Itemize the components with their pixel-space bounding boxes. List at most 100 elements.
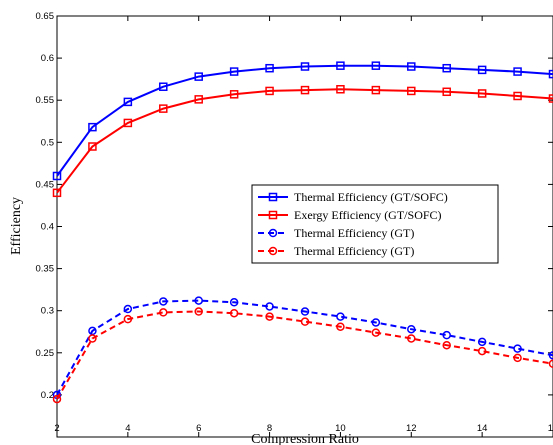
y-tick-label: 0.6: [41, 53, 54, 64]
data-point: [513, 344, 522, 353]
x-tick-label: 12: [406, 423, 417, 434]
data-point: [336, 312, 345, 321]
series-path: [56, 88, 553, 194]
x-axis-label: Compression Ratio: [251, 432, 359, 445]
data-point: [371, 85, 381, 95]
legend-label: Exergy Efficiency (GT/SOFC): [294, 208, 442, 222]
data-point: [123, 97, 133, 107]
data-point: [268, 192, 278, 202]
data-point: [159, 308, 168, 317]
series-line: [52, 61, 553, 181]
series-path: [56, 299, 553, 396]
data-point: [548, 359, 553, 368]
data-point: [477, 337, 487, 347]
y-tick-label: 0.45: [36, 179, 55, 190]
data-point: [477, 89, 487, 98]
data-point: [194, 307, 203, 316]
y-tick-label: 0.4: [41, 222, 54, 233]
data-point: [407, 324, 416, 334]
legend: Thermal Efficiency (GT/SOFC) Exergy Effic…: [251, 184, 499, 264]
legend-label: Thermal Efficiency (GT/SOFC): [294, 190, 448, 204]
data-point: [336, 322, 345, 331]
data-point: [52, 394, 62, 404]
series-path: [56, 310, 553, 400]
data-point: [442, 87, 451, 97]
data-point: [229, 308, 239, 318]
data-point: [88, 142, 97, 151]
data-point: [159, 82, 168, 91]
data-point: [513, 353, 522, 363]
data-point: [407, 86, 416, 96]
data-point: [159, 297, 168, 306]
legend-label: Thermal Efficiency (GT): [294, 226, 414, 240]
series-line: [52, 85, 553, 198]
data-point: [300, 62, 310, 71]
data-point: [513, 67, 522, 76]
data-point: [123, 314, 133, 324]
data-point: [268, 246, 278, 256]
data-point: [229, 298, 239, 307]
series-group: [52, 61, 553, 404]
data-point: [336, 85, 345, 94]
data-point: [442, 63, 451, 73]
data-point: [88, 334, 97, 343]
data-point: [268, 210, 278, 220]
data-point: [477, 346, 487, 356]
series-line: [52, 296, 553, 400]
x-tick-label: 14: [477, 423, 488, 434]
x-tick-label: 10: [335, 423, 346, 434]
data-point: [123, 118, 133, 128]
legend-item: Thermal Efficiency (GT): [258, 244, 414, 258]
y-tick-label: 0.35: [36, 264, 55, 275]
series-path: [56, 64, 553, 177]
data-point: [548, 94, 553, 103]
data-point: [407, 62, 416, 71]
legend-box: [251, 184, 499, 264]
y-tick-label: 0.55: [36, 95, 55, 106]
legend-item: Exergy Efficiency (GT/SOFC): [258, 208, 442, 222]
data-point: [194, 72, 203, 81]
data-point: [300, 317, 310, 326]
data-point: [88, 122, 97, 132]
data-point: [52, 171, 62, 181]
data-point: [268, 228, 278, 238]
legend-label: Thermal Efficiency (GT): [294, 244, 414, 258]
data-point: [52, 188, 62, 198]
data-point: [300, 307, 310, 316]
data-point: [371, 61, 381, 70]
x-tick-label: 8: [267, 423, 272, 434]
y-tick-label: 0.25: [36, 348, 55, 359]
axis-ticks: 2 4 6 8 10 12 14 16 0.2 0.25 0.3 0.35 0.4 0.45 0.5 0.55…: [36, 11, 553, 437]
data-point: [194, 95, 203, 104]
data-point: [442, 330, 451, 340]
data-point: [513, 91, 522, 101]
x-tick-label: 4: [125, 423, 130, 434]
data-point: [229, 67, 239, 76]
data-point: [265, 86, 274, 96]
data-point: [336, 61, 345, 70]
y-tick-label: 0.65: [36, 11, 55, 22]
data-point: [265, 63, 274, 73]
y-tick-label: 0.3: [41, 306, 54, 317]
x-tick-label: 2: [54, 423, 59, 434]
data-point: [159, 104, 168, 113]
legend-item: Thermal Efficiency (GT/SOFC): [258, 190, 448, 204]
x-tick-label: 16: [548, 423, 553, 434]
data-point: [477, 65, 487, 75]
data-point: [548, 351, 553, 360]
data-point: [371, 318, 381, 327]
y-axis-label: Efficiency: [9, 197, 24, 255]
y-tick-label: 0.2: [41, 390, 54, 401]
x-tick-label: 6: [196, 423, 201, 434]
data-point: [265, 302, 274, 311]
data-point: [229, 90, 239, 99]
data-point: [123, 304, 133, 314]
data-point: [265, 312, 274, 321]
data-point: [194, 296, 203, 305]
data-point: [407, 334, 416, 343]
data-point: [300, 85, 310, 95]
data-point: [442, 340, 451, 350]
legend-item: Thermal Efficiency (GT): [258, 226, 414, 240]
y-tick-label: 0.5: [41, 137, 54, 148]
